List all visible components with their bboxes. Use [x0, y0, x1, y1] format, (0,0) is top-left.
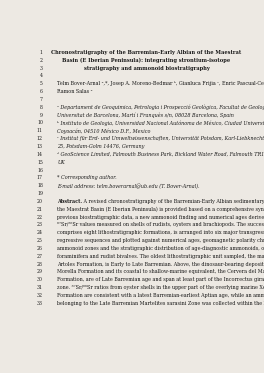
Text: 1: 1	[40, 50, 43, 55]
Text: Coyoacán, 04510 México D.F., Mexico: Coyoacán, 04510 México D.F., Mexico	[57, 128, 150, 134]
Text: 6: 6	[40, 89, 43, 94]
Text: stratigraphy and ammonoid biostratigraphy: stratigraphy and ammonoid biostratigraph…	[84, 66, 210, 70]
Text: Universitat de Barcelona, Martí i Franquès s/n, 08028 Barcelona, Spain: Universitat de Barcelona, Martí i Franqu…	[57, 113, 234, 118]
Text: Abstract.: Abstract.	[57, 199, 82, 204]
Text: 22: 22	[37, 214, 43, 220]
Text: ᵃ Departament de Geoquimica, Petrologia i Prospecció Geològica, Facultat de Geol: ᵃ Departament de Geoquimica, Petrologia …	[57, 105, 264, 110]
Text: 21: 21	[37, 207, 43, 212]
Text: Artoles Formation, is Early to Late Barremian. Above, the dinosaur-bearing depos: Artoles Formation, is Early to Late Barr…	[57, 261, 264, 267]
Text: Telm Bover-Arnal ᵃ,*, Josep A. Moreno-Bedmar ᵇ, Gianluca Frijia ᶜ, Enric Pascual: Telm Bover-Arnal ᵃ,*, Josep A. Moreno-Be…	[57, 81, 264, 86]
Text: Formation, are of Late Barremian age and span at least part of the Incorrectus g: Formation, are of Late Barremian age and…	[57, 277, 264, 282]
Text: 9: 9	[40, 113, 43, 117]
Text: 17: 17	[37, 175, 43, 181]
Text: 25: 25	[37, 238, 43, 243]
Text: 12: 12	[37, 136, 43, 141]
Text: 18: 18	[37, 183, 43, 188]
Text: comprises eight lithostratigraphic formations, is arranged into six major transg: comprises eight lithostratigraphic forma…	[57, 230, 264, 235]
Text: 14: 14	[37, 152, 43, 157]
Text: 15: 15	[37, 160, 43, 165]
Text: 31: 31	[37, 285, 43, 290]
Text: 33: 33	[37, 301, 43, 306]
Text: 16: 16	[37, 167, 43, 173]
Text: 27: 27	[37, 254, 43, 259]
Text: zone. ⁸⁷Sr/⁸⁶Sr ratios from oyster shells in the upper part of the overlying mar: zone. ⁸⁷Sr/⁸⁶Sr ratios from oyster shell…	[57, 285, 264, 290]
Text: the Maestrat Basin (E Iberian Peninsula) is provided based on a comprehensive sy: the Maestrat Basin (E Iberian Peninsula)…	[57, 207, 264, 212]
Text: ᵇ Instituto de Geologia, Universidad Nacional Autónoma de México, Ciudad Univers: ᵇ Instituto de Geologia, Universidad Nac…	[57, 120, 264, 126]
Text: * Corresponding author.: * Corresponding author.	[57, 175, 117, 181]
Text: ᵈ GeoScience Limited, Falmouth Business Park, Bickland Water Road, Falmouth TR11: ᵈ GeoScience Limited, Falmouth Business …	[57, 152, 264, 157]
Text: 20: 20	[37, 199, 43, 204]
Text: Ramon Salas ᵃ: Ramon Salas ᵃ	[57, 89, 93, 94]
Text: ᶜ Institut für Erd- und Umweltwissenschaften, Universität Potsdam, Karl-Liebknec: ᶜ Institut für Erd- und Umweltwissenscha…	[57, 136, 264, 141]
Text: E-mail address: telm.boverarnal@ub.edu (T. Bover-Arnal).: E-mail address: telm.boverarnal@ub.edu (…	[57, 183, 200, 189]
Text: 13: 13	[37, 144, 43, 149]
Text: 2: 2	[40, 58, 43, 63]
Text: Morella Formation and its coastal to shallow-marine equivalent, the Cervera del : Morella Formation and its coastal to sha…	[57, 269, 264, 275]
Text: 19: 19	[37, 191, 43, 196]
Text: regressive sequences and plotted against numerical ages, geomagnetic polarity ch: regressive sequences and plotted against…	[57, 238, 264, 243]
Text: 28: 28	[37, 261, 43, 267]
Text: 5: 5	[40, 81, 43, 86]
Text: 3: 3	[40, 66, 43, 70]
Text: 32: 32	[37, 293, 43, 298]
Text: previous biostratigraphic data, a new ammonoid finding and numerical ages derive: previous biostratigraphic data, a new am…	[57, 214, 264, 220]
Text: A revised chronostratigraphy of the Barremian-Early Albian sedimentary record of: A revised chronostratigraphy of the Barr…	[82, 199, 264, 204]
Text: ammonoid zones and the stratigraphic distribution of age-diagnostic ammonoids, o: ammonoid zones and the stratigraphic dis…	[57, 246, 264, 251]
Text: ⁸⁷Sr/⁸⁶Sr values measured on shells of rudists, oysters and brachiopods. The suc: ⁸⁷Sr/⁸⁶Sr values measured on shells of r…	[57, 222, 264, 228]
Text: 8: 8	[40, 105, 43, 110]
Text: 4: 4	[40, 73, 43, 78]
Text: 24: 24	[37, 230, 43, 235]
Text: belonging to the Late Barremian Martelites sarasini Zone was collected within th: belonging to the Late Barremian Martelit…	[57, 301, 264, 306]
Text: UK: UK	[57, 160, 65, 165]
Text: 25, Potsdam-Golm 14476, Germany: 25, Potsdam-Golm 14476, Germany	[57, 144, 144, 149]
Text: 30: 30	[37, 277, 43, 282]
Text: Formation are consistent with a latest Barremian-earliest Aptian age, while an a: Formation are consistent with a latest B…	[57, 293, 264, 298]
Text: 11: 11	[37, 128, 43, 133]
Text: 10: 10	[37, 120, 43, 125]
Text: 23: 23	[37, 222, 43, 228]
Text: Basin (E Iberian Peninsula): integrating strontium-isotope: Basin (E Iberian Peninsula): integrating…	[63, 58, 231, 63]
Text: Chronostratigraphy of the Barremian-Early Albian of the Maestrat: Chronostratigraphy of the Barremian-Earl…	[51, 50, 242, 55]
Text: 7: 7	[40, 97, 43, 102]
Text: 29: 29	[37, 269, 43, 275]
Text: foraminifera and rudist bivalves. The oldest lithostratigraphic unit sampled, th: foraminifera and rudist bivalves. The ol…	[57, 254, 264, 259]
Text: 26: 26	[37, 246, 43, 251]
